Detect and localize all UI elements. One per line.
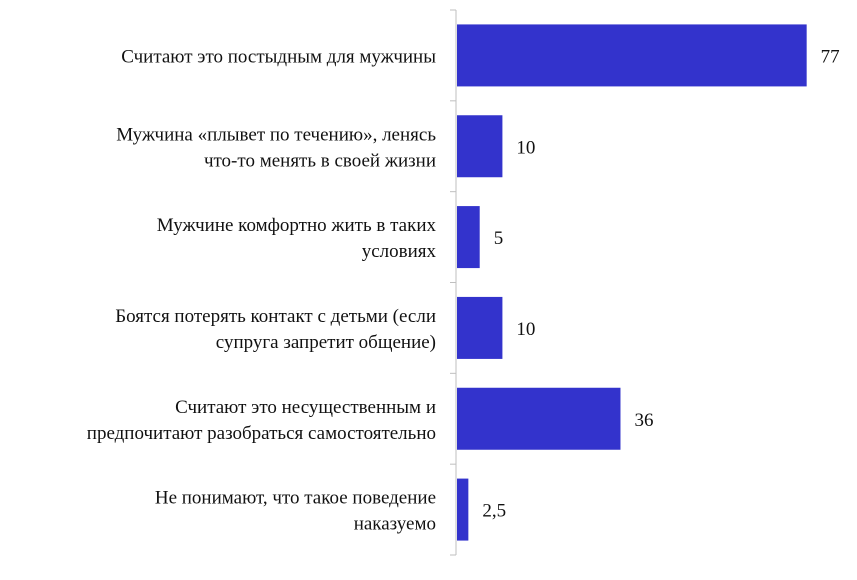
bar-value-label: 36 bbox=[634, 410, 653, 431]
category-axis bbox=[450, 9, 457, 556]
category-label-line: Считают это несущественным и bbox=[175, 397, 436, 418]
bars bbox=[457, 24, 807, 541]
bar-value-label: 2,5 bbox=[482, 501, 506, 522]
value-labels: 77 10 5 10 36 2,5 bbox=[482, 46, 839, 521]
bar bbox=[457, 115, 503, 178]
bar bbox=[457, 206, 480, 269]
category-label: Боятся потерять контакт с детьми (если су… bbox=[115, 306, 436, 353]
category-label-line: условиях bbox=[362, 241, 437, 262]
category-label: Не понимают, что такое поведение наказуем… bbox=[155, 488, 436, 535]
category-label: Считают это несущественным и предпочитают… bbox=[87, 397, 436, 444]
bar bbox=[457, 24, 807, 87]
category-label: Мужчине комфортно жить в таких условиях bbox=[157, 215, 437, 262]
bar-value-label: 10 bbox=[516, 319, 535, 340]
bar bbox=[457, 296, 503, 359]
bar-value-label: 10 bbox=[516, 137, 535, 158]
category-label-line: предпочитают разобраться самостоятельно bbox=[87, 423, 436, 444]
category-label-line: Мужчина «плывет по течению», ленясь bbox=[116, 124, 436, 145]
category-label-line: наказуемо bbox=[354, 514, 436, 535]
category-labels: Считают это постыдным для мужчины Мужчина… bbox=[87, 46, 437, 534]
bar-value-label: 5 bbox=[494, 228, 504, 249]
bar-value-label: 77 bbox=[821, 46, 840, 67]
category-label-line: Мужчине комфортно жить в таких bbox=[157, 215, 437, 236]
category-label-line: Считают это постыдным для мужчины bbox=[121, 46, 436, 67]
category-label-line: Боятся потерять контакт с детьми (если bbox=[115, 306, 436, 327]
category-label-line: супруга запретит общение) bbox=[216, 332, 436, 353]
category-label-line: что-то менять в своей жизни bbox=[204, 150, 436, 171]
bar bbox=[457, 387, 621, 450]
category-label: Считают это постыдным для мужчины bbox=[121, 46, 436, 67]
category-label: Мужчина «плывет по течению», ленясь что-т… bbox=[116, 124, 436, 171]
category-label-line: Не понимают, что такое поведение bbox=[155, 488, 436, 509]
bar bbox=[457, 478, 469, 541]
